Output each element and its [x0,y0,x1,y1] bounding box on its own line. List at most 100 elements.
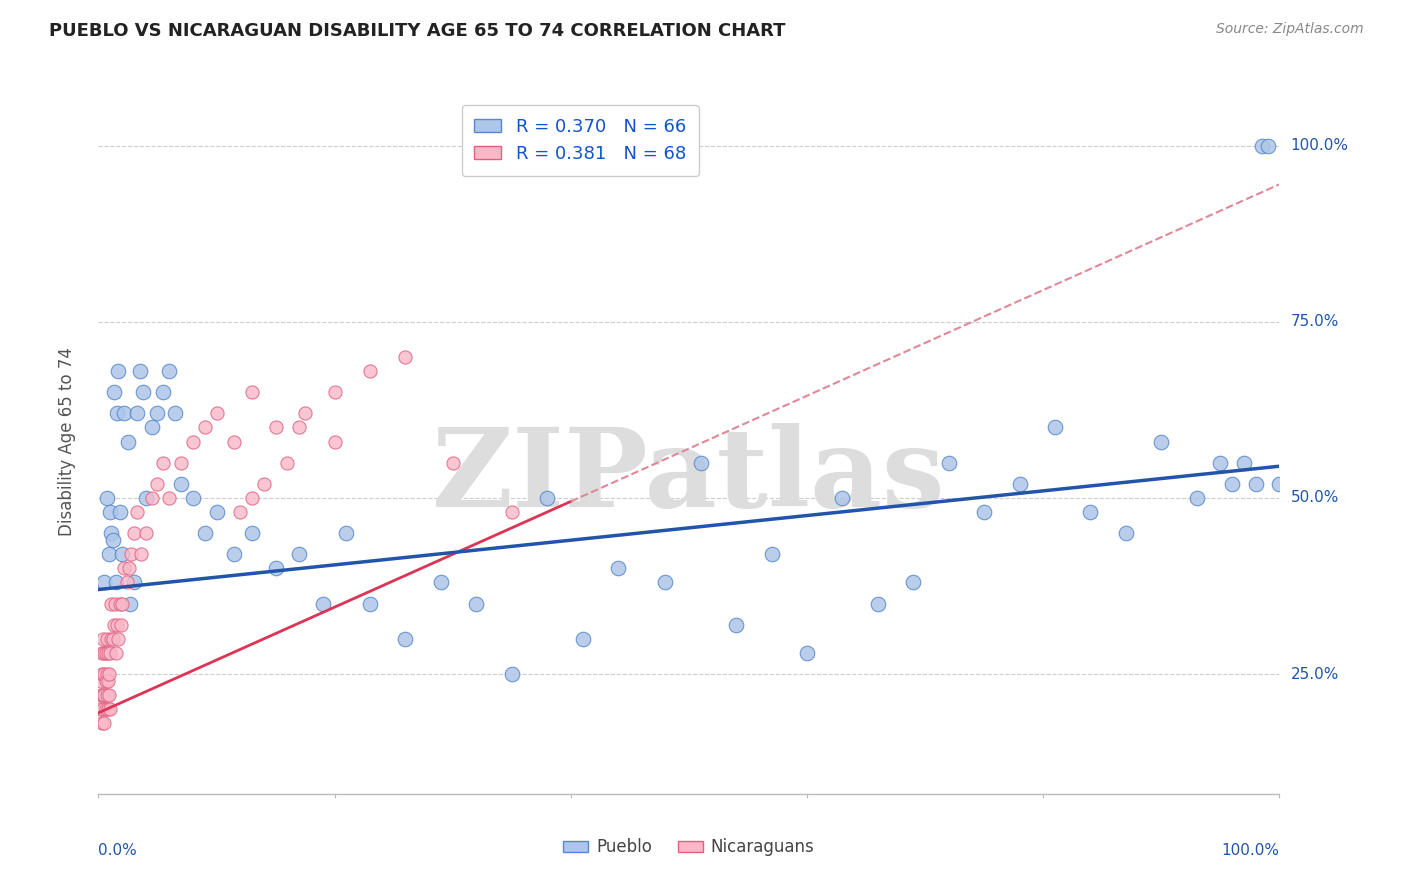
Point [132,385,155,400]
Point [224,547,246,561]
Point [90,688,112,702]
Point [796,646,818,660]
Point [465,597,488,611]
Point [91,716,114,731]
Point [101,632,124,646]
Point [122,526,145,541]
Point [129,547,152,561]
Point [323,434,346,449]
Point [394,632,416,646]
Point [181,491,204,505]
Point [205,505,228,519]
Point [98,688,121,702]
Point [141,420,163,434]
Point [97,674,120,689]
Text: 75.0%: 75.0% [1291,314,1339,329]
Point [264,420,287,434]
Point [866,597,889,611]
Point [135,526,157,541]
Point [253,476,276,491]
Point [98,505,121,519]
Point [91,667,114,681]
Point [110,617,132,632]
Point [294,406,316,420]
Point [112,406,135,420]
Point [93,667,115,681]
Point [536,491,558,505]
Point [105,646,128,660]
Point [98,702,121,716]
Point [194,420,217,434]
Point [96,491,118,505]
Point [105,617,128,632]
Point [104,597,127,611]
Point [111,597,134,611]
Legend: Pueblo, Nicaraguans: Pueblo, Nicaraguans [557,831,821,863]
Point [1008,476,1031,491]
Point [96,667,118,681]
Point [181,434,204,449]
Point [97,702,120,716]
Y-axis label: Disability Age 65 to 74: Disability Age 65 to 74 [58,347,76,536]
Point [194,526,217,541]
Point [571,632,593,646]
Point [127,505,149,519]
Point [430,575,453,590]
Point [146,476,169,491]
Point [335,526,357,541]
Point [394,350,416,364]
Point [107,632,129,646]
Point [1185,491,1208,505]
Point [100,526,122,541]
Point [165,406,187,420]
Point [224,434,246,449]
Text: 100.0%: 100.0% [1291,138,1348,153]
Point [135,491,157,505]
Point [441,456,464,470]
Point [96,632,118,646]
Point [115,575,138,590]
Point [98,667,121,681]
Point [1233,456,1256,470]
Point [112,561,135,575]
Point [90,674,112,689]
Point [725,617,748,632]
Point [240,385,263,400]
Point [359,364,381,378]
Point [91,632,114,646]
Point [1268,476,1291,491]
Point [903,575,925,590]
Point [98,547,121,561]
Text: ZIPatlas: ZIPatlas [432,424,946,530]
Point [103,617,125,632]
Point [654,575,676,590]
Point [91,688,114,702]
Text: 50.0%: 50.0% [1291,491,1339,506]
Point [122,575,145,590]
Point [1220,476,1243,491]
Point [938,456,960,470]
Point [121,547,143,561]
Point [93,646,115,660]
Point [501,505,523,519]
Text: 0.0%: 0.0% [98,843,138,858]
Point [831,491,853,505]
Point [1043,420,1066,434]
Point [108,505,131,519]
Point [141,491,163,505]
Point [157,364,180,378]
Point [94,702,117,716]
Point [1115,526,1137,541]
Point [105,575,128,590]
Text: Source: ZipAtlas.com: Source: ZipAtlas.com [1216,22,1364,37]
Point [276,456,298,470]
Point [152,385,174,400]
Point [103,385,125,400]
Point [170,476,193,491]
Point [128,364,150,378]
Point [105,406,128,420]
Point [205,406,228,420]
Point [973,505,995,519]
Point [101,533,124,548]
Point [501,667,523,681]
